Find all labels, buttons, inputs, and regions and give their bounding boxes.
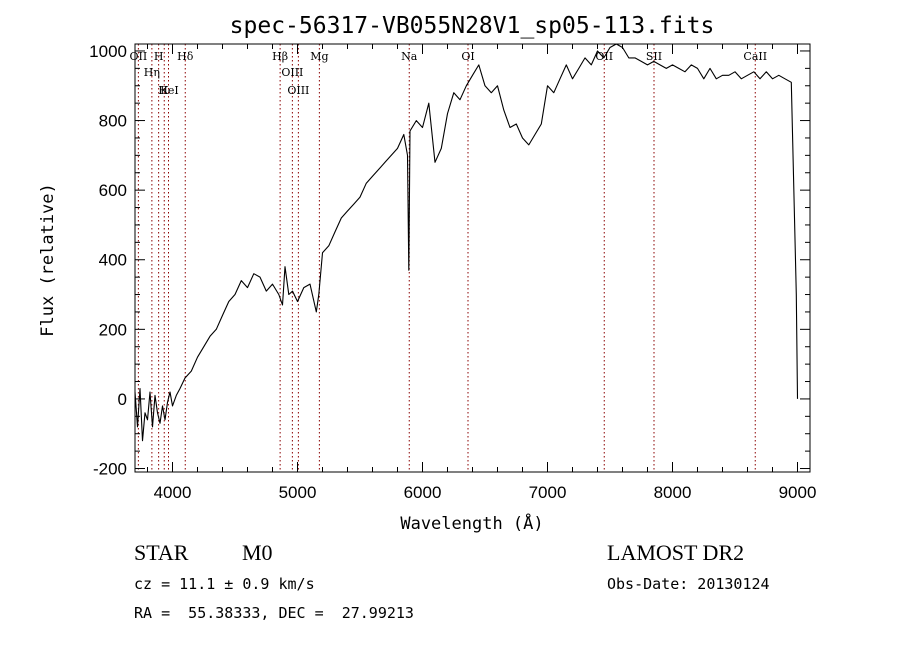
line-label-0: OII bbox=[130, 50, 148, 63]
series-layer bbox=[134, 43, 799, 442]
line-label-13: SII bbox=[646, 50, 662, 63]
y-axis-label: Flux (relative) bbox=[38, 183, 58, 337]
obs-date: Obs-Date: 20130124 bbox=[607, 575, 770, 593]
line-label-5: Hδ bbox=[177, 50, 194, 63]
line-label-6: Hβ bbox=[272, 50, 288, 63]
emission-line-markers bbox=[137, 44, 756, 472]
y-tick-label-1: 0 bbox=[118, 390, 127, 409]
x-tick-label-3: 7000 bbox=[529, 483, 567, 502]
object-subclass: M0 bbox=[242, 540, 273, 565]
redshift-readout: cz = 11.1 ± 0.9 km/s bbox=[134, 575, 315, 593]
y-tick-label-4: 600 bbox=[99, 181, 127, 200]
line-label-12: OII bbox=[595, 50, 613, 63]
y-tick-label-0: -200 bbox=[93, 460, 127, 479]
line-label-10: Na bbox=[401, 50, 418, 63]
x-tick-label-0: 4000 bbox=[154, 483, 192, 502]
x-tick-label-1: 5000 bbox=[279, 483, 317, 502]
x-tick-label-5: 9000 bbox=[779, 483, 817, 502]
line-label-4: HeI bbox=[158, 84, 178, 97]
line-label-11: OI bbox=[461, 50, 474, 63]
plot-frame bbox=[134, 43, 811, 473]
y-tick-label-2: 200 bbox=[99, 320, 127, 339]
line-label-8: OIII bbox=[287, 84, 309, 97]
x-axis-label: Wavelength (Å) bbox=[400, 512, 543, 534]
y-tick-label-5: 800 bbox=[99, 112, 127, 131]
object-class: STAR bbox=[134, 540, 189, 565]
y-tick-label-3: 400 bbox=[99, 251, 127, 270]
line-label-1: Hη bbox=[144, 66, 160, 79]
line-label-14: CaII bbox=[743, 50, 767, 63]
spectrum-line-0 bbox=[134, 43, 799, 442]
axis-ticks: 4000 5000 6000 7000 8000 9000 -200 0 200 400 600 80… bbox=[89, 42, 816, 502]
survey-name: LAMOST DR2 bbox=[607, 540, 745, 565]
coordinates-readout: RA = 55.38333, DEC = 27.99213 bbox=[134, 604, 414, 622]
line-label-3: K bbox=[160, 84, 169, 97]
chart-title: spec-56317-VB055N28V1_sp05-113.fits bbox=[230, 13, 715, 39]
line-label-9: Mg bbox=[310, 50, 328, 63]
x-tick-label-2: 6000 bbox=[404, 483, 442, 502]
x-tick-label-4: 8000 bbox=[654, 483, 692, 502]
line-label-7: OIII bbox=[281, 66, 303, 79]
y-tick-label-6: 1000 bbox=[89, 42, 127, 61]
line-label-2: H bbox=[154, 50, 164, 63]
